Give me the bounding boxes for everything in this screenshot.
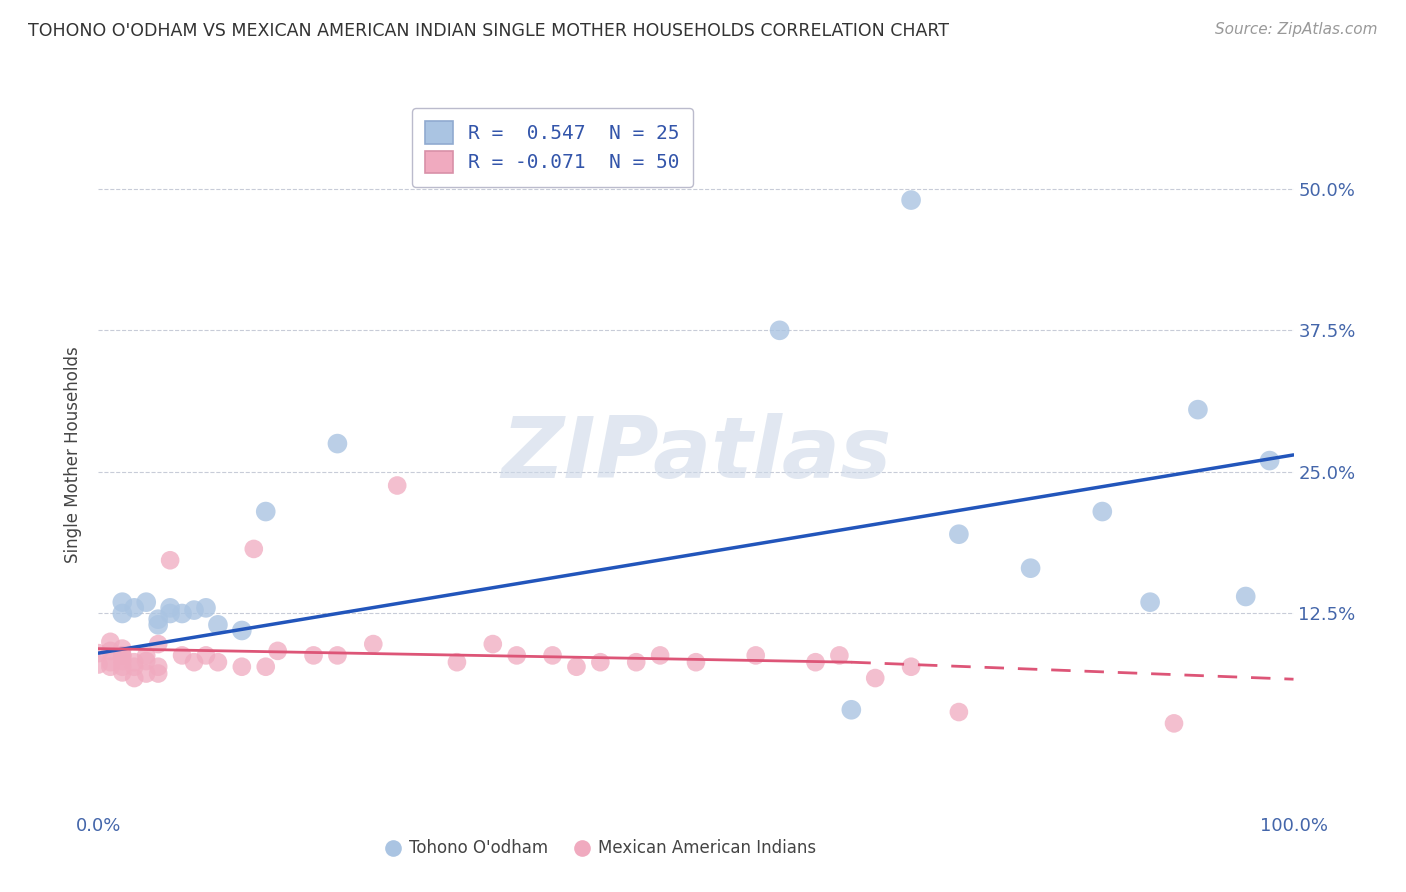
Point bbox=[326, 436, 349, 450]
Point bbox=[124, 655, 146, 669]
Point bbox=[231, 659, 253, 673]
Point bbox=[124, 671, 146, 685]
Point bbox=[159, 600, 181, 615]
Point bbox=[159, 607, 181, 621]
Text: TOHONO O'ODHAM VS MEXICAN AMERICAN INDIAN SINGLE MOTHER HOUSEHOLDS CORRELATION C: TOHONO O'ODHAM VS MEXICAN AMERICAN INDIA… bbox=[28, 22, 949, 40]
Point bbox=[685, 655, 707, 669]
Point bbox=[254, 659, 277, 673]
Point bbox=[745, 648, 768, 663]
Point bbox=[111, 659, 134, 673]
Point bbox=[111, 595, 134, 609]
Point bbox=[541, 648, 564, 663]
Point bbox=[948, 527, 970, 541]
Point bbox=[98, 655, 122, 669]
Point bbox=[172, 607, 194, 621]
Point bbox=[326, 648, 349, 663]
Point bbox=[207, 655, 229, 669]
Point bbox=[841, 703, 863, 717]
Point bbox=[194, 648, 218, 663]
Legend: Tohono O'odham, Mexican American Indians: Tohono O'odham, Mexican American Indians bbox=[378, 833, 823, 864]
Point bbox=[98, 659, 122, 673]
Point bbox=[446, 655, 468, 669]
Point bbox=[148, 617, 170, 632]
Point bbox=[124, 600, 146, 615]
Point bbox=[1187, 402, 1209, 417]
Point bbox=[900, 193, 922, 207]
Point bbox=[828, 648, 851, 663]
Point bbox=[148, 666, 170, 681]
Point bbox=[506, 648, 529, 663]
Point bbox=[900, 659, 922, 673]
Point bbox=[87, 657, 110, 672]
Point bbox=[481, 637, 505, 651]
Point bbox=[135, 654, 157, 668]
Point bbox=[135, 648, 157, 663]
Point bbox=[194, 600, 218, 615]
Point bbox=[148, 659, 170, 673]
Point bbox=[183, 655, 205, 669]
Point bbox=[948, 705, 970, 719]
Text: ZIPatlas: ZIPatlas bbox=[501, 413, 891, 497]
Point bbox=[565, 659, 588, 673]
Text: Source: ZipAtlas.com: Source: ZipAtlas.com bbox=[1215, 22, 1378, 37]
Point bbox=[98, 635, 122, 649]
Point bbox=[183, 603, 205, 617]
Point bbox=[207, 617, 229, 632]
Point bbox=[111, 648, 134, 663]
Point bbox=[124, 659, 146, 673]
Y-axis label: Single Mother Households: Single Mother Households bbox=[65, 347, 83, 563]
Point bbox=[243, 541, 266, 556]
Point bbox=[1019, 561, 1042, 575]
Point bbox=[98, 644, 122, 658]
Point bbox=[302, 648, 325, 663]
Point bbox=[159, 553, 181, 567]
Point bbox=[1139, 595, 1161, 609]
Point bbox=[111, 641, 134, 656]
Point bbox=[363, 637, 385, 651]
Point bbox=[385, 478, 409, 492]
Point bbox=[1258, 453, 1281, 467]
Point bbox=[111, 648, 134, 663]
Point bbox=[254, 504, 277, 518]
Point bbox=[1163, 716, 1185, 731]
Point bbox=[111, 654, 134, 668]
Point bbox=[863, 671, 887, 685]
Point bbox=[87, 646, 110, 660]
Point bbox=[111, 665, 134, 680]
Point bbox=[135, 666, 157, 681]
Point bbox=[267, 644, 290, 658]
Point bbox=[648, 648, 672, 663]
Point bbox=[1091, 504, 1114, 518]
Point bbox=[768, 323, 790, 337]
Point bbox=[589, 655, 612, 669]
Point bbox=[804, 655, 827, 669]
Point bbox=[148, 637, 170, 651]
Point bbox=[626, 655, 648, 669]
Point bbox=[135, 595, 157, 609]
Point bbox=[172, 648, 194, 663]
Point bbox=[1234, 590, 1257, 604]
Point bbox=[231, 624, 253, 638]
Point bbox=[148, 612, 170, 626]
Point bbox=[111, 607, 134, 621]
